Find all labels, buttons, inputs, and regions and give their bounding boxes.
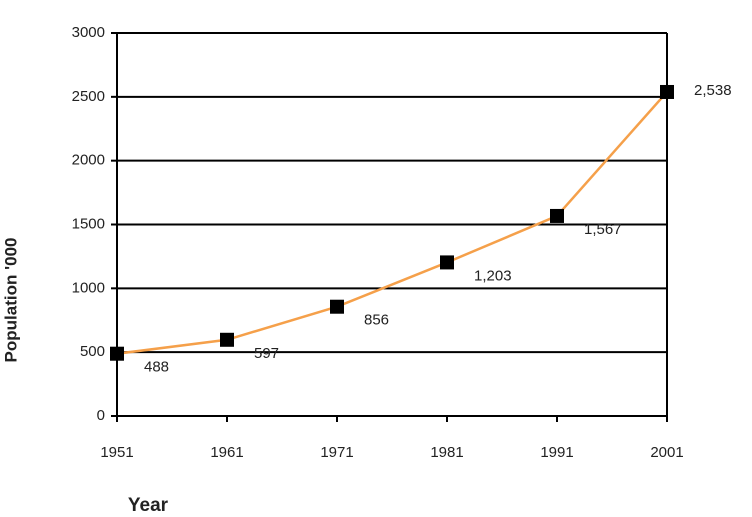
marker (110, 346, 124, 361)
series-line (116, 91, 668, 355)
y-tick-label: 2500 (72, 88, 105, 105)
data-label: 597 (254, 345, 279, 362)
data-label: 856 (364, 312, 389, 329)
y-tick-label: 1500 (72, 215, 105, 232)
marker (550, 208, 564, 223)
y-tick-label: 2000 (72, 152, 105, 169)
data-label: 488 (144, 359, 169, 376)
x-tick-label: 1951 (100, 444, 133, 461)
x-tick-label: 1971 (320, 444, 353, 461)
x-tick-label: 1961 (210, 444, 243, 461)
marker (660, 84, 674, 99)
data-label: 1,203 (474, 267, 512, 284)
y-tick-label: 3000 (72, 24, 105, 41)
y-tick-label: 500 (80, 343, 105, 360)
x-tick-label: 2001 (650, 444, 683, 461)
y-axis-label: Population '000 (1, 238, 20, 363)
marker (220, 332, 234, 347)
x-axis-label: Year (128, 495, 169, 516)
marker (330, 299, 344, 314)
y-tick-label: 0 (97, 407, 105, 424)
x-tick-label: 1981 (430, 444, 463, 461)
y-tick-label: 1000 (72, 279, 105, 296)
data-label: 2,538 (694, 82, 732, 99)
data-label: 1,567 (584, 221, 622, 238)
x-tick-label: 1991 (540, 444, 573, 461)
marker (440, 255, 454, 270)
